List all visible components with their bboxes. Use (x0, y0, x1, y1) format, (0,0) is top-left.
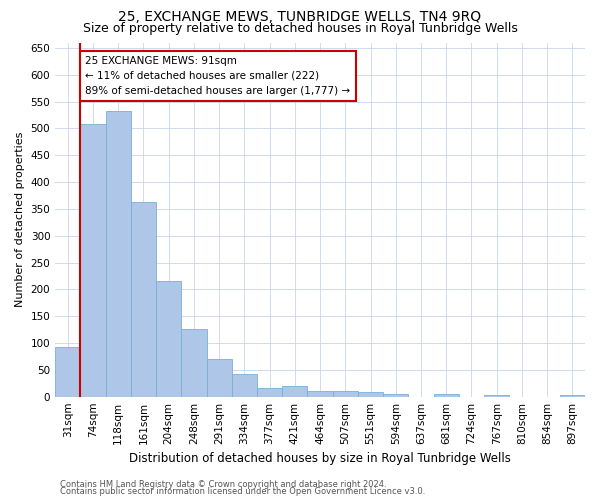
Bar (484, 394, 509, 396)
X-axis label: Distribution of detached houses by size in Royal Tunbridge Wells: Distribution of detached houses by size … (129, 452, 511, 465)
Bar (232, 374, 257, 396)
Bar (383, 394, 409, 396)
Text: Contains public sector information licensed under the Open Government Licence v3: Contains public sector information licen… (60, 487, 425, 496)
Y-axis label: Number of detached properties: Number of detached properties (15, 132, 25, 308)
Bar (80, 124, 106, 396)
Bar (307, 391, 332, 396)
Text: Contains HM Land Registry data © Crown copyright and database right 2024.: Contains HM Land Registry data © Crown c… (60, 480, 386, 489)
Bar (206, 359, 232, 397)
Bar (560, 394, 585, 396)
Text: Size of property relative to detached houses in Royal Tunbridge Wells: Size of property relative to detached ho… (83, 22, 517, 35)
Bar (257, 388, 282, 396)
Text: 25, EXCHANGE MEWS, TUNBRIDGE WELLS, TN4 9RQ: 25, EXCHANGE MEWS, TUNBRIDGE WELLS, TN4 … (118, 10, 482, 24)
Bar (55, 347, 80, 397)
Bar (282, 386, 307, 396)
Bar (332, 391, 358, 396)
Bar (181, 329, 206, 396)
Bar (358, 392, 383, 396)
Bar (106, 110, 131, 397)
Text: 25 EXCHANGE MEWS: 91sqm
← 11% of detached houses are smaller (222)
89% of semi-d: 25 EXCHANGE MEWS: 91sqm ← 11% of detache… (85, 56, 350, 96)
Bar (434, 394, 459, 396)
Bar (156, 282, 181, 397)
Bar (131, 202, 156, 396)
